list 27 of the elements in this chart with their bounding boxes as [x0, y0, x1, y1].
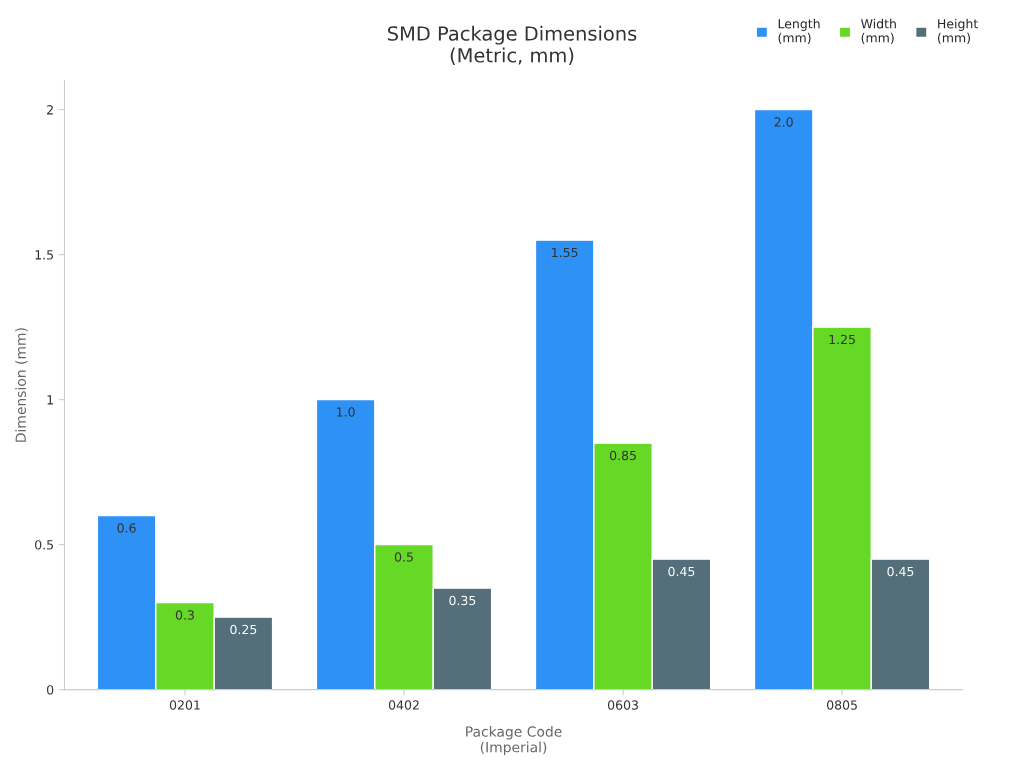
y-axis-title: Dimension (mm)	[15, 328, 28, 442]
data-label: 0.45	[668, 566, 695, 577]
data-label: 2.0	[774, 117, 793, 127]
y-tick-label: 1	[47, 395, 53, 405]
data-label: 0.35	[449, 595, 476, 606]
y-tick-label: 2	[47, 105, 53, 115]
x-axis-title: Package Code (Imperial)	[466, 726, 562, 756]
y-tick-label: 0	[46, 685, 54, 695]
x-tick-label: 0201	[169, 700, 200, 710]
legend-label: Length (mm)	[778, 18, 820, 44]
data-label: 0.25	[230, 624, 257, 635]
x-tick-label: 0402	[388, 700, 419, 710]
chart-title: SMD Package Dimensions (Metric, mm)	[388, 25, 637, 65]
data-label: 0.45	[887, 566, 914, 577]
data-label: 0.3	[175, 610, 194, 620]
y-tick-label: 0.5	[35, 540, 53, 550]
data-label: 1.0	[337, 407, 355, 417]
y-tick-label: 1.5	[35, 250, 53, 260]
data-label: 0.85	[609, 450, 636, 461]
data-label: 1.25	[829, 334, 855, 345]
legend-label: Height (mm)	[938, 18, 978, 44]
data-label: 1.55	[552, 247, 578, 258]
data-label: 0.6	[117, 523, 136, 533]
legend-label: Width (mm)	[861, 18, 896, 44]
data-label: 0.5	[394, 552, 413, 562]
x-tick-label: 0603	[607, 700, 638, 710]
x-tick-label: 0805	[827, 700, 857, 710]
